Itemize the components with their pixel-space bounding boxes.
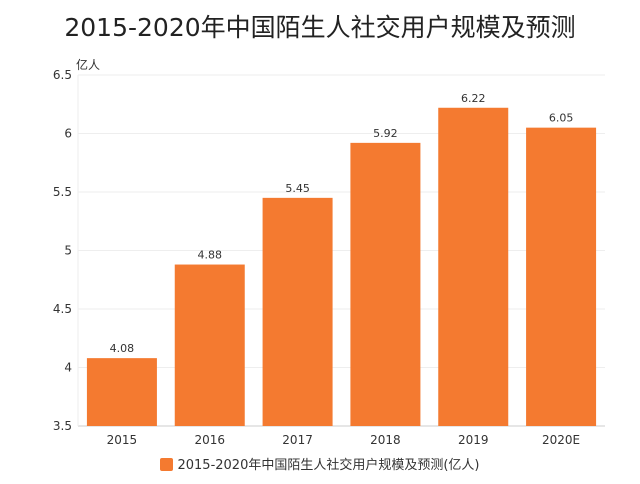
legend-swatch (160, 458, 174, 471)
bar (350, 142, 421, 427)
bar (86, 358, 157, 426)
bar (438, 107, 509, 426)
x-tick-label: 2019 (458, 433, 489, 447)
data-label: 5.92 (373, 127, 398, 140)
x-tick-label: 2016 (194, 433, 225, 447)
y-tick-label: 4 (64, 361, 72, 375)
y-tick-label: 5.5 (53, 185, 72, 199)
x-tick-label: 2018 (370, 433, 401, 447)
data-label: 4.08 (110, 342, 135, 355)
data-label: 6.22 (461, 92, 486, 105)
y-tick-label: 6.5 (53, 68, 72, 82)
bar (526, 127, 597, 427)
y-tick-label: 4.5 (53, 302, 72, 316)
x-tick-label: 2017 (282, 433, 313, 447)
x-tick-label: 2020E (542, 433, 580, 447)
data-label: 4.88 (198, 249, 223, 262)
y-tick-label: 5 (64, 244, 72, 258)
y-tick-label: 6 (64, 127, 72, 141)
y-axis-label: 亿人 (76, 57, 100, 72)
bar (174, 264, 245, 426)
bar (262, 197, 333, 426)
legend: 2015-2020年中国陌生人社交用户规模及预测(亿人) (0, 454, 640, 473)
legend-label: 2015-2020年中国陌生人社交用户规模及预测(亿人) (177, 458, 480, 473)
data-label: 5.45 (285, 182, 310, 195)
y-tick-label: 3.5 (53, 419, 72, 433)
data-label: 6.05 (549, 112, 574, 125)
x-tick-label: 2015 (107, 433, 138, 447)
chart-title: 2015-2020年中国陌生人社交用户规模及预测 (64, 13, 576, 42)
